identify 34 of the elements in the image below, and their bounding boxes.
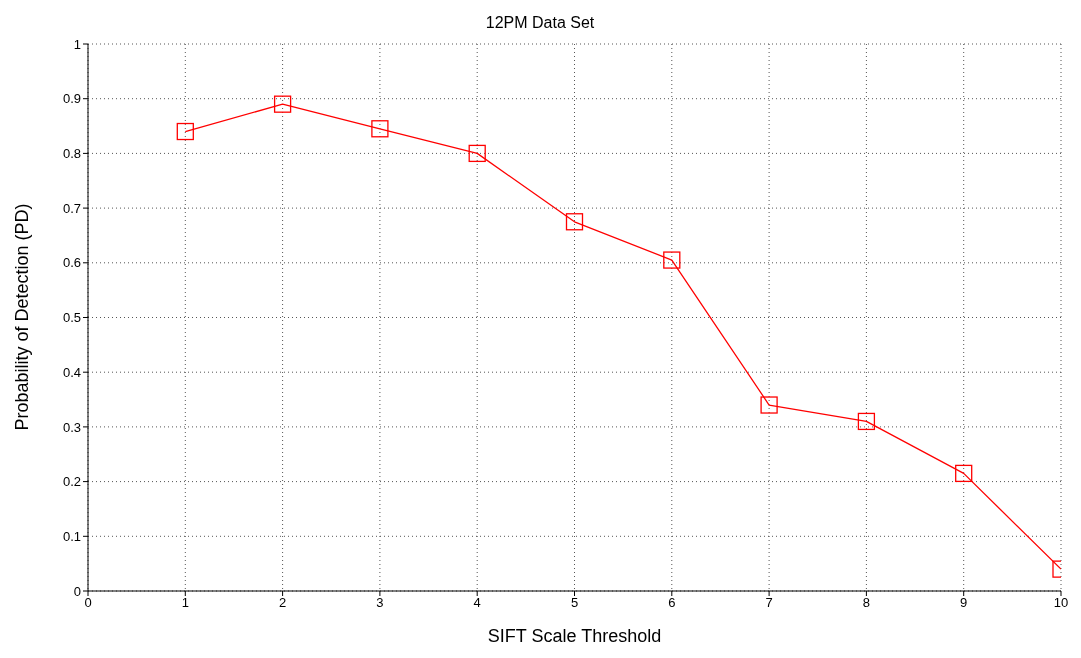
- y-tick-label: 0.8: [62, 146, 81, 162]
- x-tick-label: 8: [862, 595, 871, 611]
- x-tick-label: 5: [570, 595, 579, 611]
- point: [468, 144, 486, 163]
- point: [663, 251, 681, 269]
- x-tick-label: 10: [1053, 595, 1069, 611]
- x-tick-label: 3: [376, 595, 384, 611]
- x-tick-label: 9: [960, 595, 968, 611]
- point: [760, 396, 778, 414]
- point: [565, 213, 584, 231]
- x-tick-label: 6: [668, 595, 676, 611]
- y-tick-label: 0.3: [62, 419, 81, 435]
- x-axis-title: SIFT Scale Threshold: [487, 626, 662, 646]
- point: [176, 122, 194, 141]
- x-tick-label: 0: [84, 595, 92, 611]
- x-tick-label: 7: [765, 595, 773, 611]
- point: [273, 95, 292, 113]
- y-tick-label: 0.6: [62, 255, 81, 271]
- y-tick-label: 1: [73, 36, 81, 52]
- x-tick-label: 2: [278, 595, 287, 611]
- y-axis-title: Probability of Detection (PD): [12, 203, 32, 431]
- y-tick-label: 0.7: [62, 200, 81, 216]
- x-tick-label: 1: [181, 595, 189, 611]
- y-tick-label: 0.5: [62, 310, 81, 326]
- y-tick-label: 0.1: [62, 528, 81, 544]
- point: [955, 464, 973, 483]
- x-tick-label: 4: [473, 595, 481, 611]
- point: [371, 120, 389, 138]
- y-tick-label: 0.2: [62, 474, 81, 490]
- point: [857, 412, 876, 431]
- y-tick-label: 0.9: [62, 91, 81, 107]
- y-tick-label: 0.4: [62, 364, 81, 380]
- y-tick-label: 0: [73, 583, 81, 599]
- chart-title: 12PM Data Set: [485, 14, 595, 31]
